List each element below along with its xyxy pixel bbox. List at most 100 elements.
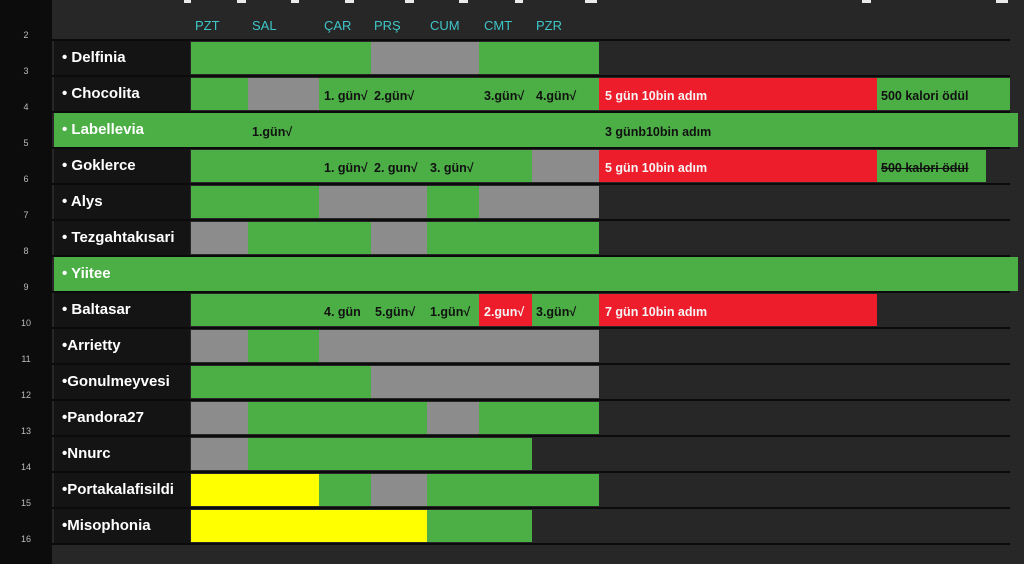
column-header-mark xyxy=(345,0,354,3)
green-cell[interactable] xyxy=(532,294,599,326)
grid-line xyxy=(52,435,1010,437)
row-number: 9 xyxy=(23,282,29,292)
row-number: 5 xyxy=(23,138,29,148)
green-cell[interactable] xyxy=(427,510,532,542)
name-cell[interactable]: •Pandora27 xyxy=(54,401,190,435)
name-cell[interactable]: •Nnurc xyxy=(54,437,190,471)
gray-cell[interactable] xyxy=(191,330,248,362)
green-cell[interactable] xyxy=(248,222,371,254)
name-cell[interactable]: •Misophonia xyxy=(54,509,190,543)
red-cell[interactable] xyxy=(479,294,532,326)
green-cell[interactable] xyxy=(191,294,479,326)
day-label-3: PRŞ xyxy=(374,18,401,33)
cell-note: 2. gun√ xyxy=(374,161,418,175)
green-cell[interactable] xyxy=(319,78,599,110)
green-cell[interactable] xyxy=(248,438,532,470)
gray-cell[interactable] xyxy=(532,150,599,182)
name-cell[interactable]: • Baltasar xyxy=(54,293,190,327)
row-number: 6 xyxy=(23,174,29,184)
name-cell[interactable]: • Yiitee xyxy=(54,257,1018,291)
day-label-2: ÇAR xyxy=(324,18,352,33)
gray-cell[interactable] xyxy=(191,402,248,434)
grid-line xyxy=(52,111,1010,113)
green-cell[interactable] xyxy=(319,474,371,506)
red-cell[interactable] xyxy=(599,294,877,326)
gray-cell[interactable] xyxy=(371,42,479,74)
name-cell[interactable]: •Portakalafisildi xyxy=(54,473,190,507)
green-cell[interactable] xyxy=(479,402,599,434)
row-number: 8 xyxy=(23,246,29,256)
cell-note: 500 kalori ödül xyxy=(881,89,969,103)
grid-line xyxy=(52,39,1010,41)
column-header-mark xyxy=(862,0,871,3)
green-cell[interactable] xyxy=(191,366,371,398)
green-cell[interactable] xyxy=(877,150,986,182)
cell-note: 7 gün 10bin adım xyxy=(605,305,708,319)
green-cell[interactable] xyxy=(479,42,599,74)
name-cell[interactable]: • Goklerce xyxy=(54,149,190,183)
gray-cell[interactable] xyxy=(319,186,427,218)
green-cell[interactable] xyxy=(427,222,599,254)
red-cell[interactable] xyxy=(599,78,877,110)
cell-note: 3.gün√ xyxy=(536,305,577,319)
gray-cell[interactable] xyxy=(191,438,248,470)
column-header-mark xyxy=(237,0,246,3)
row-number: 10 xyxy=(20,318,31,328)
green-cell[interactable] xyxy=(877,78,1010,110)
row-number: 15 xyxy=(20,498,31,508)
green-cell[interactable] xyxy=(191,42,371,74)
yellow-cell[interactable] xyxy=(191,474,319,506)
gray-cell[interactable] xyxy=(371,222,427,254)
day-label-1: SAL xyxy=(252,18,277,33)
cell-note: 4.gün√ xyxy=(536,89,577,103)
row-number: 2 xyxy=(23,30,29,40)
name-cell[interactable]: • Delfinia xyxy=(54,41,190,75)
yellow-cell[interactable] xyxy=(191,510,427,542)
column-header-mark xyxy=(459,0,468,3)
day-label-0: PZT xyxy=(195,18,220,33)
row-number: 12 xyxy=(20,390,31,400)
column-header-mark xyxy=(996,0,1008,3)
gray-cell[interactable] xyxy=(479,186,599,218)
green-cell[interactable] xyxy=(248,402,427,434)
day-label-5: CMT xyxy=(484,18,513,33)
gray-cell[interactable] xyxy=(427,402,479,434)
name-cell[interactable]: •Arrietty xyxy=(54,329,190,363)
grid-line xyxy=(52,363,1010,365)
name-cell[interactable]: • Chocolita xyxy=(54,77,190,111)
name-cell[interactable]: • Tezgahtakısari xyxy=(54,221,190,255)
green-cell[interactable] xyxy=(248,330,319,362)
column-header-mark xyxy=(515,0,523,3)
gray-cell[interactable] xyxy=(191,222,248,254)
cell-note: 2.gun√ xyxy=(484,305,525,319)
gray-cell[interactable] xyxy=(319,330,599,362)
cell-note: 4. gün xyxy=(324,305,361,319)
row-number: 16 xyxy=(20,534,31,544)
name-cell[interactable]: • Alys xyxy=(54,185,190,219)
name-cell[interactable]: •Gonulmeyvesi xyxy=(54,365,190,399)
green-cell[interactable] xyxy=(427,186,479,218)
red-cell[interactable] xyxy=(599,150,877,182)
grid-line xyxy=(52,75,1010,77)
row-number: 13 xyxy=(20,426,31,436)
gray-cell[interactable] xyxy=(371,366,599,398)
grid-line xyxy=(52,543,1010,545)
gray-cell[interactable] xyxy=(371,474,427,506)
name-cell[interactable]: • Labellevia xyxy=(54,113,1018,147)
grid-line xyxy=(52,219,1010,221)
gray-cell[interactable] xyxy=(248,78,319,110)
green-cell[interactable] xyxy=(427,474,599,506)
cell-note: 3.gün√ xyxy=(484,89,525,103)
row-number: 11 xyxy=(21,354,31,364)
green-cell[interactable] xyxy=(191,150,532,182)
green-cell[interactable] xyxy=(191,186,319,218)
row-number: 14 xyxy=(20,462,31,472)
cell-note: 1. gün√ xyxy=(324,89,368,103)
column-header-mark xyxy=(184,0,191,3)
day-label-6: PZR xyxy=(536,18,562,33)
cell-note: 1.gün√ xyxy=(252,125,293,139)
row-number: 7 xyxy=(23,210,29,220)
green-cell[interactable] xyxy=(191,78,248,110)
cell-note: 5.gün√ xyxy=(375,305,416,319)
cell-note: 3 günb10bin adım xyxy=(605,125,712,139)
